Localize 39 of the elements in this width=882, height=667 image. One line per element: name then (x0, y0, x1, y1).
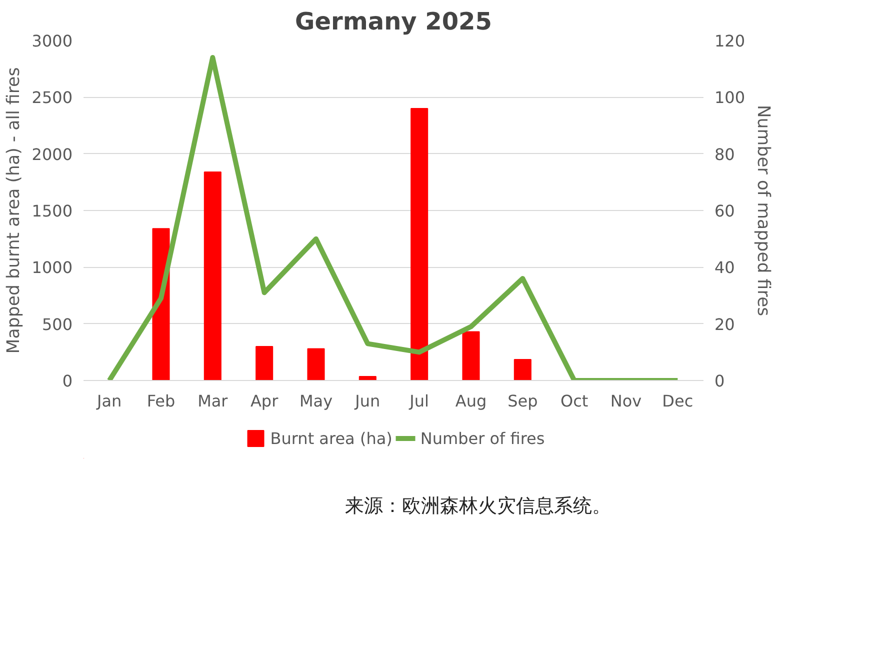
legend-label: Burnt area (ha) (270, 428, 392, 448)
x-tick-label: Jul (408, 392, 429, 410)
y-tick-label: 1500 (32, 202, 72, 220)
x-tick-label: May (299, 392, 333, 410)
x-tick-label: Sep (508, 392, 538, 410)
y-tick-label: 0 (62, 372, 73, 390)
y-tick-label: 500 (42, 314, 73, 334)
y2-tick-label: 120 (714, 32, 746, 50)
y2-tick-label: 100 (714, 88, 746, 108)
x-tick-label: Feb (146, 392, 176, 410)
x-tick-label: Jan (96, 392, 122, 410)
bar (358, 376, 376, 380)
bar (256, 346, 274, 380)
x-tick-label: Apr (250, 392, 279, 410)
x-tick-label: Nov (610, 392, 642, 410)
y-tick-label: 3000 (32, 32, 72, 50)
bar (410, 108, 428, 380)
x-tick-label: Mar (198, 392, 228, 410)
y2-tick-label: 0 (714, 372, 725, 390)
y2-tick-label: 60 (714, 202, 735, 220)
legend-label: Number of fires (420, 428, 545, 448)
x-tick-label: Jun (354, 392, 380, 410)
bar (514, 359, 532, 380)
y-tick-label: 2000 (32, 144, 72, 164)
y-axis-title: Mapped burnt area (ha) - all fires (4, 67, 24, 354)
y-tick-label: 2500 (32, 88, 72, 108)
bar (462, 331, 480, 380)
bar (307, 348, 325, 380)
x-tick-label: Dec (662, 392, 694, 410)
y-tick-label: 1000 (32, 258, 72, 278)
bar (204, 171, 222, 380)
y2-axis-title: Number of mapped fires (753, 104, 774, 316)
y2-tick-label: 80 (714, 144, 735, 164)
x-tick-label: Oct (560, 392, 588, 410)
x-tick-label: Aug (455, 392, 487, 410)
y2-tick-label: 20 (714, 314, 735, 334)
y2-tick-label: 40 (714, 258, 735, 278)
chart-title: Germany 2025 (295, 8, 492, 36)
source-note: 来源：欧洲森林火灾信息系统。 (345, 494, 611, 519)
